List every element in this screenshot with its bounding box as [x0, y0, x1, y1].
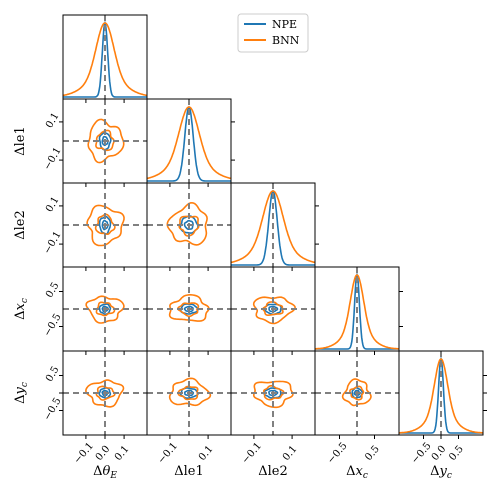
legend-label-bnn: BNN	[272, 34, 300, 47]
x-tick-label: 0.0	[94, 444, 113, 463]
panel-content	[231, 351, 315, 435]
x-tick-label: −0.5	[326, 441, 350, 467]
density-bnn	[231, 190, 315, 264]
panel-3-1	[146, 266, 232, 355]
panel-content	[147, 351, 231, 435]
contour-bnn	[341, 378, 372, 407]
contour-bnn	[168, 377, 212, 407]
contour-npe	[351, 386, 363, 399]
x-axis-label: Δle1	[174, 464, 204, 479]
panel-content	[231, 183, 315, 267]
x-tick-label: 0.5	[363, 444, 382, 463]
contour-npe	[183, 219, 194, 230]
panel-content	[63, 183, 147, 267]
x-tick-label: 0.1	[197, 444, 216, 463]
panel-0-0	[62, 14, 148, 103]
y-tick-label: 0.1	[44, 111, 61, 130]
density-bnn	[63, 22, 147, 97]
y-tick-label: −0.5	[42, 396, 64, 423]
legend: NPE BNN	[237, 13, 309, 53]
y-axis-label: Δle2	[13, 210, 28, 240]
x-tick-label: 0.1	[281, 444, 300, 463]
y-tick-label: −0.5	[42, 312, 64, 339]
density-bnn	[399, 358, 483, 434]
panel-4-3	[314, 350, 400, 439]
x-tick-label: 0.1	[113, 444, 132, 463]
panel-content	[315, 351, 399, 435]
contour-npe	[101, 135, 109, 147]
y-tick-label: 0.5	[44, 281, 61, 300]
contour-npe	[101, 389, 109, 397]
contour-npe	[101, 219, 109, 231]
panel-content	[63, 351, 147, 435]
x-axis-label: Δle2	[258, 464, 288, 479]
y-tick-label: 0.5	[44, 365, 61, 384]
density-bnn	[315, 274, 399, 350]
contour-bnn	[166, 201, 208, 246]
y-tick-label: −0.1	[42, 230, 64, 257]
panel-content	[399, 351, 483, 435]
contour-npe	[183, 389, 195, 397]
panel-content	[231, 267, 315, 351]
y-axis-label: Δyc	[13, 382, 30, 404]
contour-npe	[101, 305, 109, 313]
x-tick-label: −0.1	[156, 441, 180, 467]
panel-3-0	[59, 266, 148, 355]
panel-3-3	[314, 266, 403, 355]
legend-label-npe: NPE	[272, 18, 297, 31]
panel-content	[63, 267, 147, 351]
panel-content	[63, 15, 147, 99]
panel-4-1	[146, 350, 232, 439]
panel-content	[147, 99, 231, 183]
panel-2-2	[230, 182, 319, 271]
contour-npe	[183, 305, 194, 313]
y-axis-label: Δxc	[13, 298, 30, 320]
y-tick-label: 0.1	[44, 195, 61, 214]
x-tick-label: 0.0	[430, 444, 449, 463]
panel-1-1	[146, 98, 235, 187]
contour-bnn	[252, 296, 296, 325]
contour-npe	[98, 131, 112, 151]
panel-content	[147, 267, 231, 351]
panel-4-4	[398, 350, 487, 439]
panel-1-0	[59, 98, 148, 187]
y-axis-label: Δle1	[13, 126, 28, 156]
contour-npe	[268, 305, 279, 313]
x-tick-label: −0.5	[410, 441, 434, 467]
contour-npe	[98, 215, 112, 235]
panel-3-2	[230, 266, 316, 355]
x-tick-label: −0.1	[240, 441, 264, 467]
panel-content	[315, 267, 399, 351]
panel-4-2	[230, 350, 316, 439]
x-axis-label: Δxc	[346, 464, 368, 481]
x-axis-label: ΔθE	[93, 464, 117, 481]
panel-2-1	[146, 182, 232, 271]
panel-4-0	[59, 350, 148, 439]
panel-content	[63, 99, 147, 183]
contour-npe	[268, 389, 279, 397]
contour-npe	[353, 389, 361, 397]
panel-2-0	[59, 182, 148, 271]
x-tick-label: 0.5	[447, 444, 466, 463]
x-axis-label: Δyc	[430, 464, 452, 481]
panel-content	[147, 183, 231, 267]
y-tick-label: −0.1	[42, 146, 64, 173]
density-bnn	[147, 106, 231, 180]
x-tick-label: −0.1	[72, 441, 96, 467]
